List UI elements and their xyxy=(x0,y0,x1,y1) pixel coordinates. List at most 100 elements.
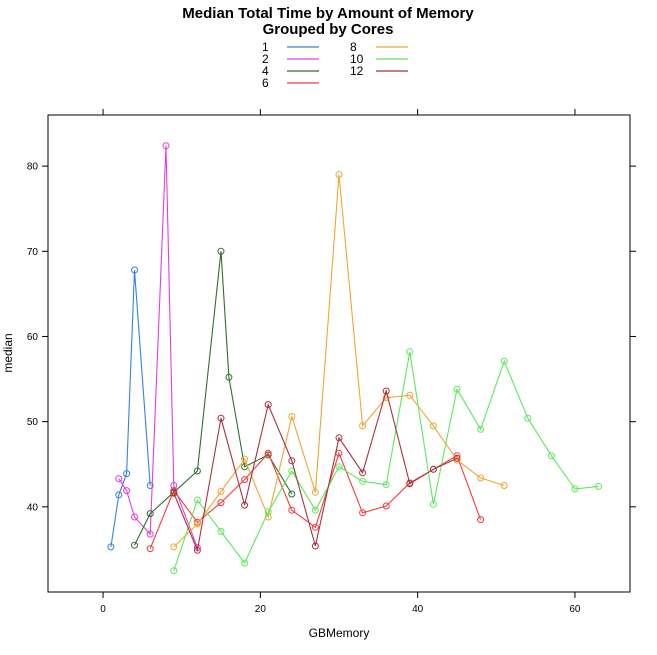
data-point xyxy=(547,452,555,460)
data-point xyxy=(311,523,319,531)
data-point xyxy=(406,348,414,356)
legend-label: 4 xyxy=(262,64,269,78)
x-tick-label: 40 xyxy=(412,604,424,615)
data-point xyxy=(170,567,178,575)
data-point xyxy=(500,357,508,365)
data-point xyxy=(382,394,390,402)
data-point xyxy=(595,482,602,490)
data-point xyxy=(146,510,154,518)
data-point xyxy=(311,488,319,496)
data-point xyxy=(359,509,367,517)
series-line xyxy=(118,145,198,548)
data-point xyxy=(477,474,485,482)
y-tick-label: 50 xyxy=(27,417,39,428)
legend-label: 10 xyxy=(350,52,364,66)
data-point xyxy=(193,496,201,504)
x-tick-label: 20 xyxy=(255,604,267,615)
data-point xyxy=(288,413,296,420)
chart-title: Median Total Time by Amount of Memory xyxy=(182,5,474,22)
x-tick-label: 60 xyxy=(569,604,581,615)
data-point xyxy=(146,530,154,538)
data-point xyxy=(264,513,272,521)
legend-label: 12 xyxy=(350,64,364,78)
data-point xyxy=(115,475,123,483)
data-point xyxy=(288,457,296,465)
data-point xyxy=(429,500,437,508)
x-tick-label: 0 xyxy=(100,604,106,615)
data-point xyxy=(193,546,201,554)
data-point xyxy=(264,508,272,516)
legend-label: 8 xyxy=(350,40,357,54)
data-point xyxy=(382,502,390,510)
data-point xyxy=(288,506,296,514)
plot-frame xyxy=(47,114,631,593)
series-line xyxy=(173,388,458,553)
data-point xyxy=(217,528,225,535)
data-point xyxy=(382,387,390,395)
y-tick-label: 40 xyxy=(27,502,39,513)
series-12 xyxy=(170,387,461,554)
data-point xyxy=(264,449,272,457)
data-point xyxy=(382,481,390,489)
data-point xyxy=(241,455,249,463)
data-point xyxy=(131,513,138,521)
y-tick-label: 60 xyxy=(27,332,39,343)
y-tick-label: 80 xyxy=(27,162,39,173)
series-layer xyxy=(107,142,602,575)
series-2 xyxy=(115,142,201,552)
axis-ticks: 0 20 40 60 40 50 60 70 80 xyxy=(27,109,636,615)
data-point xyxy=(193,467,201,475)
data-point xyxy=(225,373,233,381)
data-point xyxy=(217,488,225,495)
data-point xyxy=(131,541,138,549)
x-axis-label: GBMemory xyxy=(309,626,370,640)
series-line xyxy=(173,174,505,548)
data-point xyxy=(241,559,249,567)
data-point xyxy=(146,482,154,489)
data-point xyxy=(359,477,367,485)
data-point xyxy=(170,543,178,551)
legend-label: 2 xyxy=(262,52,269,66)
series-4 xyxy=(131,247,296,549)
data-point xyxy=(131,266,138,274)
data-point xyxy=(170,482,178,489)
data-point xyxy=(288,490,296,498)
data-point xyxy=(453,454,461,462)
data-point xyxy=(453,385,461,393)
data-point xyxy=(335,463,343,471)
data-point xyxy=(406,480,414,488)
data-point xyxy=(406,391,414,399)
data-point xyxy=(217,499,225,507)
chart-subtitle: Grouped by Cores xyxy=(263,21,394,38)
y-axis-label: median xyxy=(1,333,15,372)
legend-label: 6 xyxy=(262,76,269,90)
series-1 xyxy=(107,266,154,551)
data-point xyxy=(123,487,131,495)
data-point xyxy=(107,543,115,551)
data-point xyxy=(571,485,579,493)
data-point xyxy=(335,171,343,179)
y-tick-label: 70 xyxy=(27,247,39,258)
series-8 xyxy=(170,171,508,551)
series-line xyxy=(134,251,293,546)
data-point xyxy=(264,401,272,409)
data-point xyxy=(429,465,437,473)
data-point xyxy=(359,422,367,430)
data-point xyxy=(335,434,343,442)
data-point xyxy=(115,491,123,499)
series-line xyxy=(110,269,151,547)
data-point xyxy=(477,516,485,524)
data-point xyxy=(311,542,319,550)
data-point xyxy=(311,506,319,514)
data-point xyxy=(217,414,225,422)
data-point xyxy=(162,142,170,150)
data-point xyxy=(359,469,367,477)
data-point xyxy=(241,501,249,509)
data-point xyxy=(123,470,131,478)
data-point xyxy=(241,476,249,484)
data-point xyxy=(193,520,201,528)
data-point xyxy=(170,489,178,497)
